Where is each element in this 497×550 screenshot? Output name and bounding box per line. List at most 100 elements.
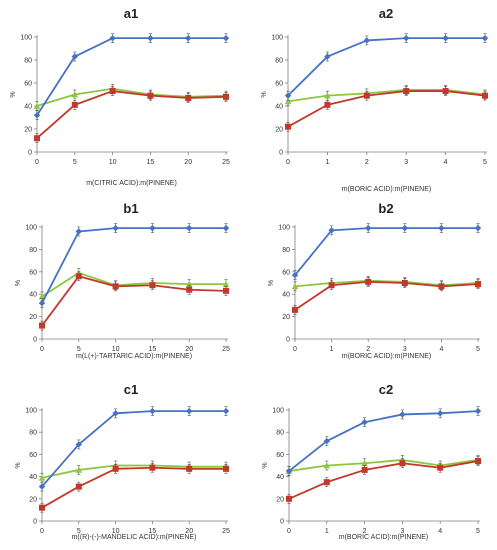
data-point-square <box>328 282 335 289</box>
x-tick-label: 15 <box>147 159 155 166</box>
y-tick-label: 60 <box>29 452 37 459</box>
y-tick-label: 100 <box>278 225 290 232</box>
x-axis-label: m(BORIC ACID):m(PINENE) <box>342 353 431 360</box>
chart-panel-c2: c2 0 20 40 60 80 100 0 1 2 3 4 5% m(BORIC ACID):m(PIN… <box>262 382 482 541</box>
data-point-triangle <box>361 459 368 467</box>
data-point-diamond <box>147 34 154 42</box>
x-axis-label: m(BORIC ACID):m(PINENE) <box>339 534 428 541</box>
x-tick-label: 5 <box>476 528 480 535</box>
data-point-diamond <box>401 224 408 232</box>
data-point-square <box>475 458 481 465</box>
chart-panel-c1: c1 0 20 40 60 80 100 0 5 10 15 20 25% m((R)-(-)-MANDE… <box>15 382 230 541</box>
data-point-diamond <box>222 224 230 232</box>
x-tick-label: 15 <box>149 528 157 535</box>
data-point-diamond <box>291 271 299 279</box>
series-line-square <box>294 280 479 311</box>
series-line-square <box>36 90 227 139</box>
y-tick-label: 80 <box>29 247 37 254</box>
data-point-square <box>223 287 229 294</box>
y-tick-label: 0 <box>33 519 37 526</box>
data-point-diamond <box>222 407 230 415</box>
series-line-diamond <box>36 37 226 116</box>
data-point-diamond <box>186 224 193 232</box>
x-tick-label: 5 <box>77 346 81 353</box>
x-tick-label: 1 <box>325 159 329 166</box>
data-point-diamond <box>323 437 330 445</box>
x-tick-label: 3 <box>400 528 404 535</box>
y-tick-label: 40 <box>29 474 37 481</box>
data-point-square <box>365 278 372 285</box>
y-axis-label: % <box>10 91 17 97</box>
x-axis-label: m(L(+)-TARTARIC ACID):m(PINENE) <box>76 353 192 360</box>
data-point-triangle <box>323 462 330 469</box>
x-tick-label: 1 <box>325 528 329 535</box>
x-tick-label: 20 <box>185 528 193 535</box>
data-point-diamond <box>71 53 78 60</box>
data-point-square <box>75 483 82 490</box>
data-point-triangle <box>291 282 299 290</box>
data-point-square <box>34 135 40 142</box>
y-tick-label: 40 <box>282 292 290 299</box>
y-tick-label: 0 <box>33 337 37 344</box>
data-point-diamond <box>186 407 193 415</box>
data-point-triangle <box>222 280 230 288</box>
x-tick-label: 25 <box>222 528 230 535</box>
data-point-diamond <box>328 227 335 234</box>
data-point-square <box>75 273 82 280</box>
data-point-square <box>186 465 193 472</box>
x-tick-label: 2 <box>363 528 367 535</box>
chart-title: c1 <box>124 382 138 397</box>
data-point-square <box>475 281 481 288</box>
data-point-diamond <box>437 410 444 417</box>
data-point-square <box>361 466 368 473</box>
series-line-triangle <box>41 272 226 298</box>
data-point-triangle <box>38 292 46 300</box>
x-tick-label: 5 <box>483 159 487 166</box>
y-axis-label: % <box>15 280 22 286</box>
data-point-diamond <box>222 34 230 42</box>
data-point-square <box>292 306 298 313</box>
y-tick-label: 0 <box>286 337 290 344</box>
data-point-diamond <box>365 224 372 232</box>
data-point-diamond <box>442 34 449 42</box>
series-line-diamond <box>41 227 226 304</box>
y-tick-label: 60 <box>275 81 283 88</box>
chart-title: b1 <box>123 201 138 216</box>
y-tick-label: 0 <box>280 519 284 526</box>
y-tick-label: 80 <box>282 247 290 254</box>
data-point-square <box>39 322 45 329</box>
data-point-square <box>186 286 193 293</box>
series-line-diamond <box>288 410 479 472</box>
data-point-diamond <box>112 224 119 232</box>
y-tick-label: 100 <box>272 408 284 415</box>
data-point-square <box>149 464 156 471</box>
data-point-square <box>71 101 78 108</box>
data-point-triangle <box>33 102 41 109</box>
x-tick-label: 10 <box>109 159 117 166</box>
data-point-diamond <box>481 34 489 42</box>
y-axis-label: % <box>261 91 268 97</box>
x-tick-label: 0 <box>40 346 44 353</box>
x-tick-label: 3 <box>404 159 408 166</box>
data-point-square <box>442 88 449 95</box>
x-tick-label: 5 <box>476 346 480 353</box>
data-point-square <box>223 465 229 472</box>
chart-title: a1 <box>124 6 138 21</box>
y-tick-label: 100 <box>25 225 37 232</box>
chart-panel-a2: a2 0 20 40 60 80 100 0 1 2 3 4 5% m(BORIC ACID):m(PIN… <box>261 6 489 193</box>
series-line-triangle <box>41 464 226 479</box>
x-tick-label: 5 <box>73 159 77 166</box>
data-point-square <box>324 101 331 108</box>
y-tick-label: 20 <box>29 314 37 321</box>
x-tick-label: 5 <box>77 528 81 535</box>
y-tick-label: 100 <box>20 35 32 42</box>
x-tick-label: 4 <box>438 528 442 535</box>
x-tick-label: 10 <box>112 346 120 353</box>
data-point-triangle <box>71 91 78 98</box>
data-point-square <box>399 460 406 467</box>
y-tick-label: 20 <box>24 127 32 134</box>
x-tick-label: 0 <box>35 159 39 166</box>
data-point-square <box>147 92 154 99</box>
y-tick-label: 80 <box>29 430 37 437</box>
y-tick-label: 20 <box>275 127 283 134</box>
